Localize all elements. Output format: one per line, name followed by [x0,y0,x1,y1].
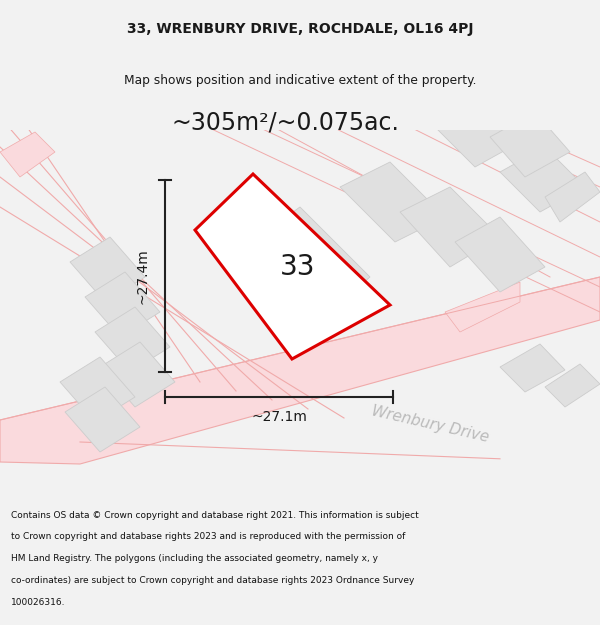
Text: co-ordinates) are subject to Crown copyright and database rights 2023 Ordnance S: co-ordinates) are subject to Crown copyr… [11,576,414,585]
Polygon shape [0,132,55,177]
Text: ~305m²/~0.075ac.: ~305m²/~0.075ac. [171,110,399,134]
Polygon shape [195,174,390,359]
Text: ~27.4m: ~27.4m [136,248,150,304]
Polygon shape [60,357,135,422]
Polygon shape [400,187,500,267]
Polygon shape [340,162,445,242]
Text: HM Land Registry. The polygons (including the associated geometry, namely x, y: HM Land Registry. The polygons (includin… [11,554,378,563]
Text: 33: 33 [280,253,315,281]
Polygon shape [70,237,145,302]
Text: 33, WRENBURY DRIVE, ROCHDALE, OL16 4PJ: 33, WRENBURY DRIVE, ROCHDALE, OL16 4PJ [127,22,473,36]
Text: 100026316.: 100026316. [11,598,65,607]
Polygon shape [220,197,325,297]
Polygon shape [455,217,545,292]
Text: to Crown copyright and database rights 2023 and is reproduced with the permissio: to Crown copyright and database rights 2… [11,532,405,541]
Polygon shape [55,77,130,112]
Polygon shape [265,207,370,307]
Text: Map shows position and indicative extent of the property.: Map shows position and indicative extent… [124,74,476,87]
Polygon shape [545,172,600,222]
Polygon shape [85,272,160,337]
Text: ~27.1m: ~27.1m [251,410,307,424]
Polygon shape [445,282,520,332]
Polygon shape [545,364,600,407]
Polygon shape [500,147,585,212]
Text: Contains OS data © Crown copyright and database right 2021. This information is : Contains OS data © Crown copyright and d… [11,511,419,519]
Polygon shape [105,72,175,107]
Polygon shape [65,387,140,452]
Polygon shape [430,97,520,167]
Polygon shape [95,307,170,372]
Polygon shape [100,342,175,407]
Polygon shape [0,277,600,464]
Polygon shape [490,112,570,177]
Text: Wrenbury Drive: Wrenbury Drive [370,403,490,445]
Polygon shape [500,344,565,392]
